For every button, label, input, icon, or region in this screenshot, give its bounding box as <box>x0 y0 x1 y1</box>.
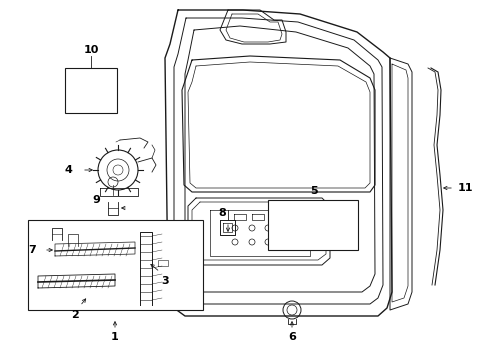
Text: 8: 8 <box>218 208 225 218</box>
Bar <box>28 220 203 310</box>
Text: 6: 6 <box>287 332 295 342</box>
Bar <box>65 68 117 113</box>
Text: 5: 5 <box>309 186 317 196</box>
Text: 1: 1 <box>111 332 119 342</box>
Text: 3: 3 <box>161 276 168 286</box>
Bar <box>267 200 357 250</box>
Text: 10: 10 <box>83 45 99 55</box>
Text: 11: 11 <box>457 183 472 193</box>
Text: 2: 2 <box>71 310 79 320</box>
Text: 4: 4 <box>64 165 72 175</box>
Text: 7: 7 <box>28 245 36 255</box>
Text: 9: 9 <box>92 195 100 205</box>
